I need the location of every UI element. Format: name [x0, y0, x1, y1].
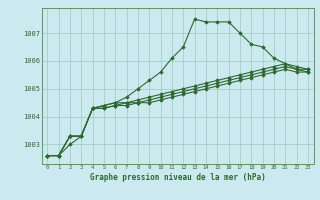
X-axis label: Graphe pression niveau de la mer (hPa): Graphe pression niveau de la mer (hPa): [90, 173, 266, 182]
